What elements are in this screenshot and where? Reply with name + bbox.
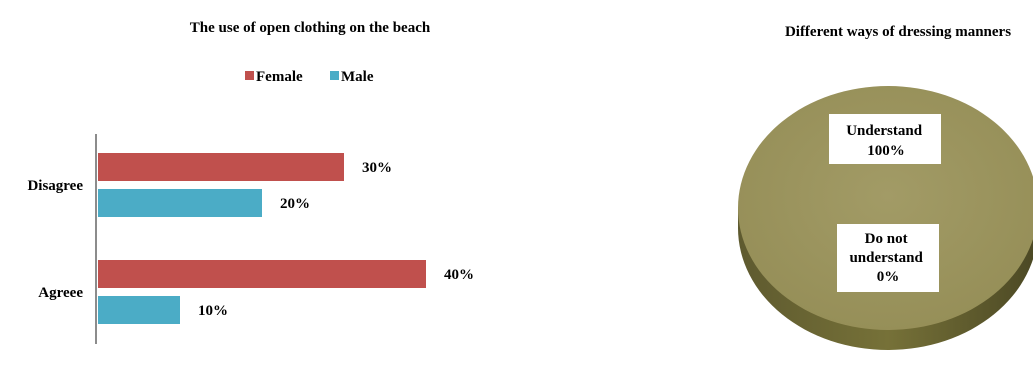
data-label-male-agreee: 10% xyxy=(198,303,228,319)
pie-label-do-not-understand: Do not understand 0% xyxy=(837,224,939,292)
svg-text:Understand 100%: Understand 100% xyxy=(846,123,926,159)
bar-chart-bars: 30% 20% 40% 10% xyxy=(98,153,474,324)
legend-swatch-female xyxy=(245,71,254,80)
pie-label-do-not-understand-line2: understand xyxy=(849,250,923,266)
pie-label-do-not-understand-line1: Do not xyxy=(865,231,908,247)
bar-female-agreee xyxy=(98,260,426,288)
bar-chart-legend: Female Male xyxy=(245,69,374,85)
pie-label-understand-line2: 100% xyxy=(867,143,905,159)
pie-label-understand-line1: Understand xyxy=(846,123,923,139)
svg-text:Do not understand: Do not understand 0% xyxy=(849,231,926,285)
bar-male-disagree xyxy=(98,189,262,217)
data-label-male-disagree: 20% xyxy=(280,196,310,212)
legend-label-female: Female xyxy=(256,69,303,85)
legend-swatch-male xyxy=(330,71,339,80)
category-label-disagree: Disagree xyxy=(27,178,83,194)
legend-label-male: Male xyxy=(341,69,374,85)
pie-label-understand: Understand 100% xyxy=(829,114,941,164)
bar-female-disagree xyxy=(98,153,344,181)
data-label-female-agreee: 40% xyxy=(444,267,474,283)
bar-male-agreee xyxy=(98,296,180,324)
pie-chart-title: Different ways of dressing manners xyxy=(785,24,1011,40)
bar-chart-title: The use of open clothing on the beach xyxy=(190,20,431,36)
pie-chart: Different ways of dressing manners Under… xyxy=(738,24,1033,350)
data-label-female-disagree: 30% xyxy=(362,160,392,176)
category-label-agreee: Agreee xyxy=(38,285,83,301)
bar-chart: The use of open clothing on the beach Fe… xyxy=(27,20,474,344)
pie-top xyxy=(738,86,1033,330)
pie-label-do-not-understand-line3: 0% xyxy=(877,269,900,285)
